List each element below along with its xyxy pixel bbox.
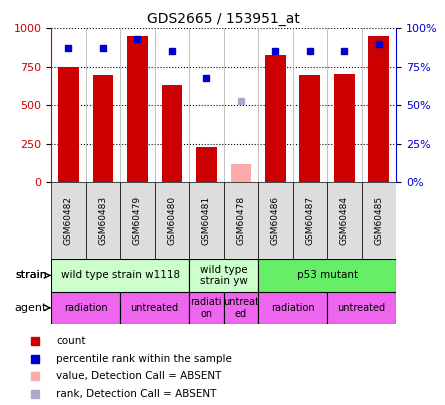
Bar bbox=[189, 259, 258, 292]
Bar bbox=[265, 55, 286, 182]
Text: GSM60478: GSM60478 bbox=[236, 196, 245, 245]
Bar bbox=[51, 182, 85, 259]
Bar bbox=[258, 259, 396, 292]
Bar bbox=[362, 182, 396, 259]
Bar bbox=[155, 182, 189, 259]
Bar bbox=[368, 36, 389, 182]
Bar bbox=[334, 74, 355, 182]
Bar bbox=[58, 67, 79, 182]
Bar bbox=[258, 292, 327, 324]
Text: GSM60485: GSM60485 bbox=[374, 196, 383, 245]
Text: GSM60480: GSM60480 bbox=[167, 196, 176, 245]
Text: strain: strain bbox=[15, 271, 47, 280]
Bar bbox=[258, 182, 293, 259]
Text: untreated: untreated bbox=[130, 303, 179, 313]
Text: GSM60479: GSM60479 bbox=[133, 196, 142, 245]
Bar bbox=[224, 292, 258, 324]
Text: strain: strain bbox=[15, 271, 47, 280]
Text: count: count bbox=[56, 336, 85, 346]
Text: GSM60481: GSM60481 bbox=[202, 196, 211, 245]
Text: GSM60484: GSM60484 bbox=[340, 196, 349, 245]
Text: agent: agent bbox=[15, 303, 47, 313]
Bar bbox=[120, 292, 189, 324]
Text: wild type strain w1118: wild type strain w1118 bbox=[61, 271, 180, 280]
Text: radiation: radiation bbox=[64, 303, 108, 313]
Bar bbox=[86, 182, 120, 259]
Bar bbox=[327, 182, 362, 259]
Bar bbox=[231, 164, 251, 182]
Text: rank, Detection Call = ABSENT: rank, Detection Call = ABSENT bbox=[56, 389, 216, 399]
Text: GSM60486: GSM60486 bbox=[271, 196, 280, 245]
Title: GDS2665 / 153951_at: GDS2665 / 153951_at bbox=[147, 12, 300, 26]
Bar bbox=[51, 259, 189, 292]
Bar bbox=[189, 292, 224, 324]
Bar bbox=[196, 147, 217, 182]
Bar bbox=[189, 182, 224, 259]
Text: untreat
ed: untreat ed bbox=[223, 297, 259, 319]
Text: untreated: untreated bbox=[337, 303, 386, 313]
Bar bbox=[327, 292, 396, 324]
Text: radiation: radiation bbox=[271, 303, 315, 313]
Text: GSM60487: GSM60487 bbox=[305, 196, 314, 245]
Text: wild type
strain yw: wild type strain yw bbox=[200, 264, 247, 286]
Text: radiati
on: radiati on bbox=[190, 297, 222, 319]
Bar bbox=[93, 75, 113, 182]
Text: GSM60482: GSM60482 bbox=[64, 196, 73, 245]
Bar bbox=[120, 182, 155, 259]
Text: p53 mutant: p53 mutant bbox=[296, 271, 358, 280]
Text: GSM60483: GSM60483 bbox=[98, 196, 107, 245]
Text: value, Detection Call = ABSENT: value, Detection Call = ABSENT bbox=[56, 371, 222, 381]
Bar bbox=[293, 182, 327, 259]
Text: percentile rank within the sample: percentile rank within the sample bbox=[56, 354, 232, 364]
Bar bbox=[162, 85, 182, 182]
Bar bbox=[224, 182, 258, 259]
Bar bbox=[127, 36, 148, 182]
Bar bbox=[51, 292, 120, 324]
Bar bbox=[299, 75, 320, 182]
